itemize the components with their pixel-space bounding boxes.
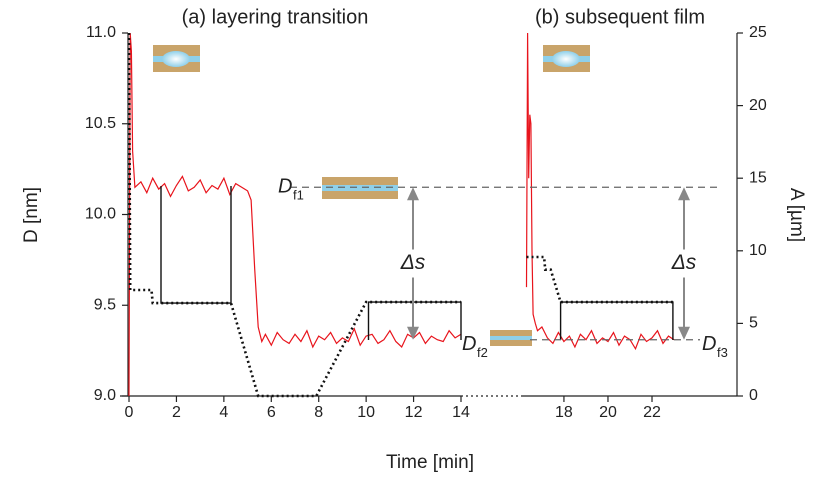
panel-title: (a) layering transition bbox=[182, 6, 369, 28]
thickness-trace bbox=[559, 301, 674, 340]
x-axis-label: Time [min] bbox=[386, 452, 474, 473]
panel-title: (b) subsequent film bbox=[535, 6, 705, 28]
x-tick-label: 10 bbox=[357, 404, 375, 421]
thickness-trace bbox=[128, 32, 462, 397]
y2-tick-label: 20 bbox=[749, 97, 767, 114]
thickness-trace bbox=[525, 32, 675, 351]
thickness-trace bbox=[367, 301, 462, 340]
x-tick-label: 14 bbox=[452, 404, 470, 421]
x-tick-label: 20 bbox=[599, 404, 617, 421]
y2-tick-label: 0 bbox=[749, 387, 758, 404]
x-tick-label: 12 bbox=[405, 404, 423, 421]
y-tick-label: 9.0 bbox=[94, 387, 116, 404]
film-icon bbox=[490, 330, 532, 346]
y2-tick-label: 10 bbox=[749, 242, 767, 259]
label-bg bbox=[664, 249, 704, 278]
area-trace bbox=[127, 32, 461, 398]
film-icon bbox=[153, 45, 200, 72]
level-sub: f2 bbox=[477, 345, 488, 360]
step-label: Δs bbox=[400, 251, 426, 274]
y2-tick-label: 15 bbox=[749, 169, 767, 186]
y-tick-label: 11.0 bbox=[86, 24, 116, 41]
y-tick-label: 10.5 bbox=[85, 115, 116, 132]
level-symbol: D bbox=[462, 333, 476, 355]
y-axis-label: D [nm] bbox=[21, 187, 42, 243]
thickness-trace bbox=[160, 186, 232, 304]
level-symbol: D bbox=[278, 176, 292, 198]
level-symbol: D bbox=[702, 333, 716, 355]
y-tick-label: 9.5 bbox=[94, 296, 116, 313]
y2-tick-label: 25 bbox=[749, 24, 767, 41]
step-label: Δs bbox=[671, 251, 697, 274]
x-tick-label: 4 bbox=[219, 404, 228, 421]
x-tick-label: 0 bbox=[125, 404, 134, 421]
x-tick-label: 18 bbox=[555, 404, 573, 421]
x-tick-label: 22 bbox=[643, 404, 661, 421]
level-sub: f1 bbox=[293, 188, 304, 203]
x-tick-label: 6 bbox=[267, 404, 276, 421]
level-sub: f3 bbox=[717, 345, 728, 360]
y2-axis-label: A [µm] bbox=[786, 188, 807, 242]
label-bg bbox=[393, 249, 433, 278]
y2-tick-label: 5 bbox=[749, 315, 758, 332]
film-icon bbox=[322, 177, 398, 199]
film-icon bbox=[543, 45, 590, 72]
area-trace bbox=[526, 255, 673, 304]
y-tick-label: 10.0 bbox=[85, 206, 116, 223]
x-tick-label: 8 bbox=[314, 404, 323, 421]
x-tick-label: 2 bbox=[172, 404, 181, 421]
